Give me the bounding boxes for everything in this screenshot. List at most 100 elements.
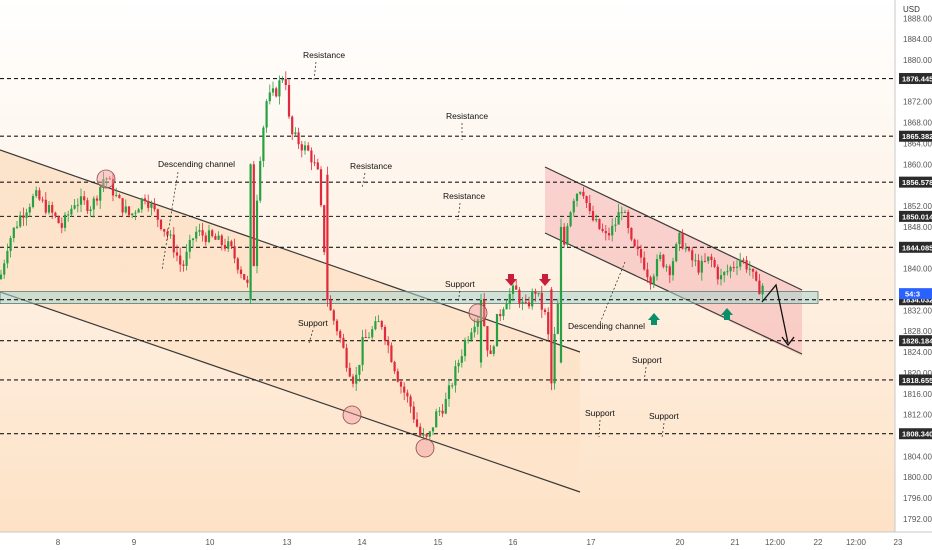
x-tick-label: 23 <box>894 538 903 547</box>
candle-body <box>521 301 524 304</box>
touch-circle <box>468 303 488 323</box>
annotation-label: Resistance <box>303 50 345 60</box>
candle-body <box>499 314 502 317</box>
x-tick-label: 15 <box>434 538 443 547</box>
candle-body <box>316 162 319 170</box>
candle-body <box>115 195 118 197</box>
candle-body <box>559 226 563 363</box>
y-tick-label: 1816.00 <box>903 390 932 399</box>
candle-body <box>755 271 758 281</box>
candle-body <box>19 215 22 227</box>
x-tick-label: 22 <box>814 538 823 547</box>
x-tick-label: 8 <box>56 538 61 547</box>
y-tick-label: 1820.00 <box>903 369 932 378</box>
candle-body <box>707 256 710 261</box>
candle-body <box>281 79 284 81</box>
candle-body <box>351 376 355 384</box>
candle-body <box>646 269 649 278</box>
annotation-pointer <box>598 419 601 438</box>
candle-body <box>150 203 153 208</box>
candle-body <box>38 190 41 200</box>
candle-body <box>294 132 297 135</box>
candle-body <box>617 212 620 225</box>
current-price-label: 54:3 <box>905 290 920 299</box>
candle-body <box>121 198 124 213</box>
candle-body <box>502 309 505 317</box>
candle-body <box>537 292 540 294</box>
candle-body <box>339 331 342 338</box>
candle-body <box>291 116 294 135</box>
candle-body <box>198 230 201 232</box>
candle-body <box>172 234 175 253</box>
level-price-label: 1808.340 <box>902 430 932 439</box>
candle-body <box>553 333 556 384</box>
candle-body <box>179 255 182 265</box>
candle-body <box>223 244 227 249</box>
candle-body <box>25 212 28 218</box>
candle-body <box>614 224 617 226</box>
candle-body <box>22 215 25 218</box>
candle-body <box>335 320 339 332</box>
candle-body <box>246 279 249 283</box>
support-zone <box>0 291 819 304</box>
candle-body <box>716 266 719 280</box>
channel-right-upper-line <box>544 166 803 291</box>
candle-body <box>393 362 396 372</box>
candle-body <box>441 410 444 414</box>
candle-body <box>649 277 652 285</box>
candle-body <box>579 191 582 194</box>
candle-body <box>675 244 678 262</box>
y-tick-label: 1880.00 <box>903 56 932 65</box>
touch-circle <box>96 169 116 189</box>
candle-body <box>278 80 281 97</box>
candle-body <box>76 204 79 206</box>
x-tick-label: 10 <box>206 538 215 547</box>
candle-body <box>57 216 60 224</box>
candle-body <box>358 364 361 375</box>
candle-body <box>230 241 233 247</box>
annotation-pointer <box>457 290 461 303</box>
candle-body <box>396 371 399 382</box>
candle-body <box>323 205 326 253</box>
y-tick-label: 1860.00 <box>903 160 932 169</box>
candle-body <box>467 339 470 341</box>
candle-body <box>483 299 486 327</box>
x-tick-label: 21 <box>731 538 740 547</box>
candle-body <box>86 200 89 212</box>
candle-body <box>623 211 627 213</box>
x-tick-label: 12:00 <box>846 538 867 547</box>
candle-body <box>3 263 6 275</box>
candle-body <box>6 250 9 264</box>
annotation-label: Support <box>632 355 662 365</box>
level-price-label: 1826.184 <box>902 337 932 346</box>
x-tick-label: 20 <box>676 538 685 547</box>
candle-body <box>627 211 630 229</box>
candle-body <box>9 238 12 251</box>
candle-body <box>0 274 3 280</box>
candle-body <box>543 309 547 313</box>
candle-body <box>310 150 313 163</box>
candle-body <box>201 230 204 236</box>
candle-body <box>252 164 255 267</box>
candle-body <box>700 260 703 273</box>
y-tick-label: 1868.00 <box>903 119 932 128</box>
level-price-label: 1850.014 <box>902 212 932 221</box>
annotation-label: Support <box>585 408 615 418</box>
candle-body <box>182 264 185 266</box>
candle-body <box>547 312 550 335</box>
candle-body <box>364 337 367 339</box>
level-price-label: 1834.032 <box>902 296 932 305</box>
candle-body <box>348 367 351 377</box>
candle-body <box>729 267 732 272</box>
candle-body <box>591 211 595 221</box>
candle-body <box>419 426 422 436</box>
candle-body <box>265 101 268 128</box>
candle-body <box>668 266 671 276</box>
level-price-tag <box>899 241 932 253</box>
candle-body <box>527 302 531 307</box>
x-tick-label: 13 <box>283 538 292 547</box>
y-tick-label: 1864.00 <box>903 139 932 148</box>
candle-body <box>662 254 665 267</box>
candle-body <box>313 162 316 164</box>
candle-body <box>329 299 332 311</box>
